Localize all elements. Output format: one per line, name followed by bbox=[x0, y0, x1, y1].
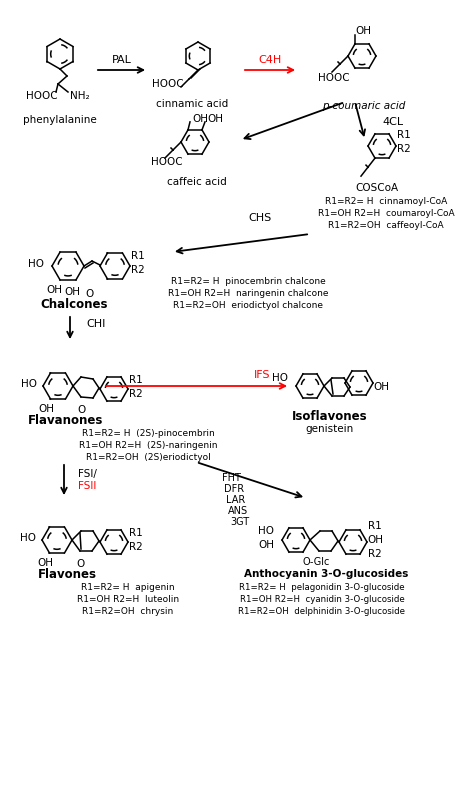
Text: R1=R2= H  (2S)-pinocembrin: R1=R2= H (2S)-pinocembrin bbox=[82, 429, 214, 439]
Text: R1=R2=OH  chrysin: R1=R2=OH chrysin bbox=[82, 608, 173, 616]
Text: OH: OH bbox=[38, 404, 55, 414]
Text: R1: R1 bbox=[131, 251, 145, 261]
Text: R2: R2 bbox=[129, 389, 143, 399]
Text: R1=OH R2=H  (2S)-naringenin: R1=OH R2=H (2S)-naringenin bbox=[79, 442, 217, 450]
Text: HO: HO bbox=[20, 533, 36, 543]
Text: R1: R1 bbox=[397, 130, 411, 140]
Text: HO: HO bbox=[258, 526, 274, 536]
Text: R1=R2=OH  delphinidin 3-O-glucoside: R1=R2=OH delphinidin 3-O-glucoside bbox=[238, 608, 405, 616]
Text: R1=R2= H  pelagonidin 3-O-glucoside: R1=R2= H pelagonidin 3-O-glucoside bbox=[239, 583, 405, 593]
Text: R1=R2=OH  caffeoyl-CoA: R1=R2=OH caffeoyl-CoA bbox=[328, 221, 444, 230]
Text: CHS: CHS bbox=[248, 213, 272, 223]
Text: C4H: C4H bbox=[258, 55, 282, 65]
Text: FSI/: FSI/ bbox=[78, 469, 97, 479]
Text: OH: OH bbox=[367, 535, 383, 545]
Text: Flavones: Flavones bbox=[37, 567, 97, 581]
Text: COSCoA: COSCoA bbox=[356, 183, 399, 193]
Text: HOOC: HOOC bbox=[27, 91, 58, 101]
Text: cinnamic acid: cinnamic acid bbox=[156, 99, 228, 109]
Text: R2: R2 bbox=[368, 549, 382, 559]
Text: R1=R2=OH  eriodictyol chalcone: R1=R2=OH eriodictyol chalcone bbox=[173, 302, 323, 310]
Text: R1: R1 bbox=[368, 521, 382, 531]
Text: CHI: CHI bbox=[86, 319, 105, 329]
Text: HO: HO bbox=[272, 373, 288, 383]
Text: IFS: IFS bbox=[254, 370, 270, 380]
Text: p-coumaric acid: p-coumaric acid bbox=[322, 101, 406, 111]
Text: 4CL: 4CL bbox=[382, 117, 403, 127]
Text: FHT: FHT bbox=[222, 473, 241, 483]
Text: OH: OH bbox=[207, 114, 223, 124]
Text: R1=R2= H  pinocembrin chalcone: R1=R2= H pinocembrin chalcone bbox=[171, 277, 325, 287]
Text: OH: OH bbox=[373, 382, 389, 392]
Text: PAL: PAL bbox=[112, 55, 132, 65]
Text: O: O bbox=[77, 559, 85, 569]
Text: HO: HO bbox=[21, 379, 37, 389]
Text: HO: HO bbox=[28, 259, 44, 269]
Text: NH₂: NH₂ bbox=[70, 91, 90, 101]
Text: R2: R2 bbox=[129, 542, 143, 552]
Text: OH: OH bbox=[37, 558, 54, 568]
Text: R1=R2= H  cinnamoyl-CoA: R1=R2= H cinnamoyl-CoA bbox=[325, 196, 447, 205]
Text: R1=R2= H  apigenin: R1=R2= H apigenin bbox=[81, 583, 175, 593]
Text: R1: R1 bbox=[129, 528, 143, 538]
Text: LAR: LAR bbox=[226, 495, 245, 505]
Text: Chalcones: Chalcones bbox=[40, 297, 108, 310]
Text: DFR: DFR bbox=[224, 484, 244, 494]
Text: OH: OH bbox=[192, 114, 208, 124]
Text: R1=OH R2=H  luteolin: R1=OH R2=H luteolin bbox=[77, 596, 179, 604]
Text: Anthocyanin 3-O-glucosides: Anthocyanin 3-O-glucosides bbox=[244, 569, 408, 579]
Text: R1=OH R2=H  naringenin chalcone: R1=OH R2=H naringenin chalcone bbox=[168, 289, 328, 299]
Text: caffeic acid: caffeic acid bbox=[167, 177, 227, 187]
Text: phenylalanine: phenylalanine bbox=[23, 115, 97, 125]
Text: HOOC: HOOC bbox=[152, 79, 184, 89]
Text: R1: R1 bbox=[129, 375, 143, 385]
Text: R2: R2 bbox=[397, 144, 411, 154]
Text: OH: OH bbox=[258, 540, 274, 550]
Text: OH: OH bbox=[355, 26, 371, 36]
Text: R2: R2 bbox=[131, 265, 145, 275]
Text: OH: OH bbox=[64, 287, 80, 297]
Text: FSII: FSII bbox=[78, 481, 96, 491]
Text: 3GT: 3GT bbox=[230, 517, 249, 527]
Text: R1=OH R2=H  cyanidin 3-O-glucoside: R1=OH R2=H cyanidin 3-O-glucoside bbox=[240, 596, 404, 604]
Text: O-Glc: O-Glc bbox=[302, 557, 330, 567]
Text: OH: OH bbox=[46, 285, 62, 295]
Text: Isoflavones: Isoflavones bbox=[292, 410, 368, 423]
Text: O: O bbox=[78, 405, 86, 415]
Text: genistein: genistein bbox=[306, 424, 354, 434]
Text: HOOC: HOOC bbox=[151, 157, 183, 167]
Text: HOOC: HOOC bbox=[318, 73, 350, 83]
Text: ANS: ANS bbox=[228, 506, 248, 516]
Text: O: O bbox=[86, 289, 94, 299]
Text: R1=R2=OH  (2S)eriodictyol: R1=R2=OH (2S)eriodictyol bbox=[86, 454, 210, 462]
Text: Flavanones: Flavanones bbox=[28, 413, 104, 427]
Text: R1=OH R2=H  coumaroyl-CoA: R1=OH R2=H coumaroyl-CoA bbox=[318, 208, 454, 218]
